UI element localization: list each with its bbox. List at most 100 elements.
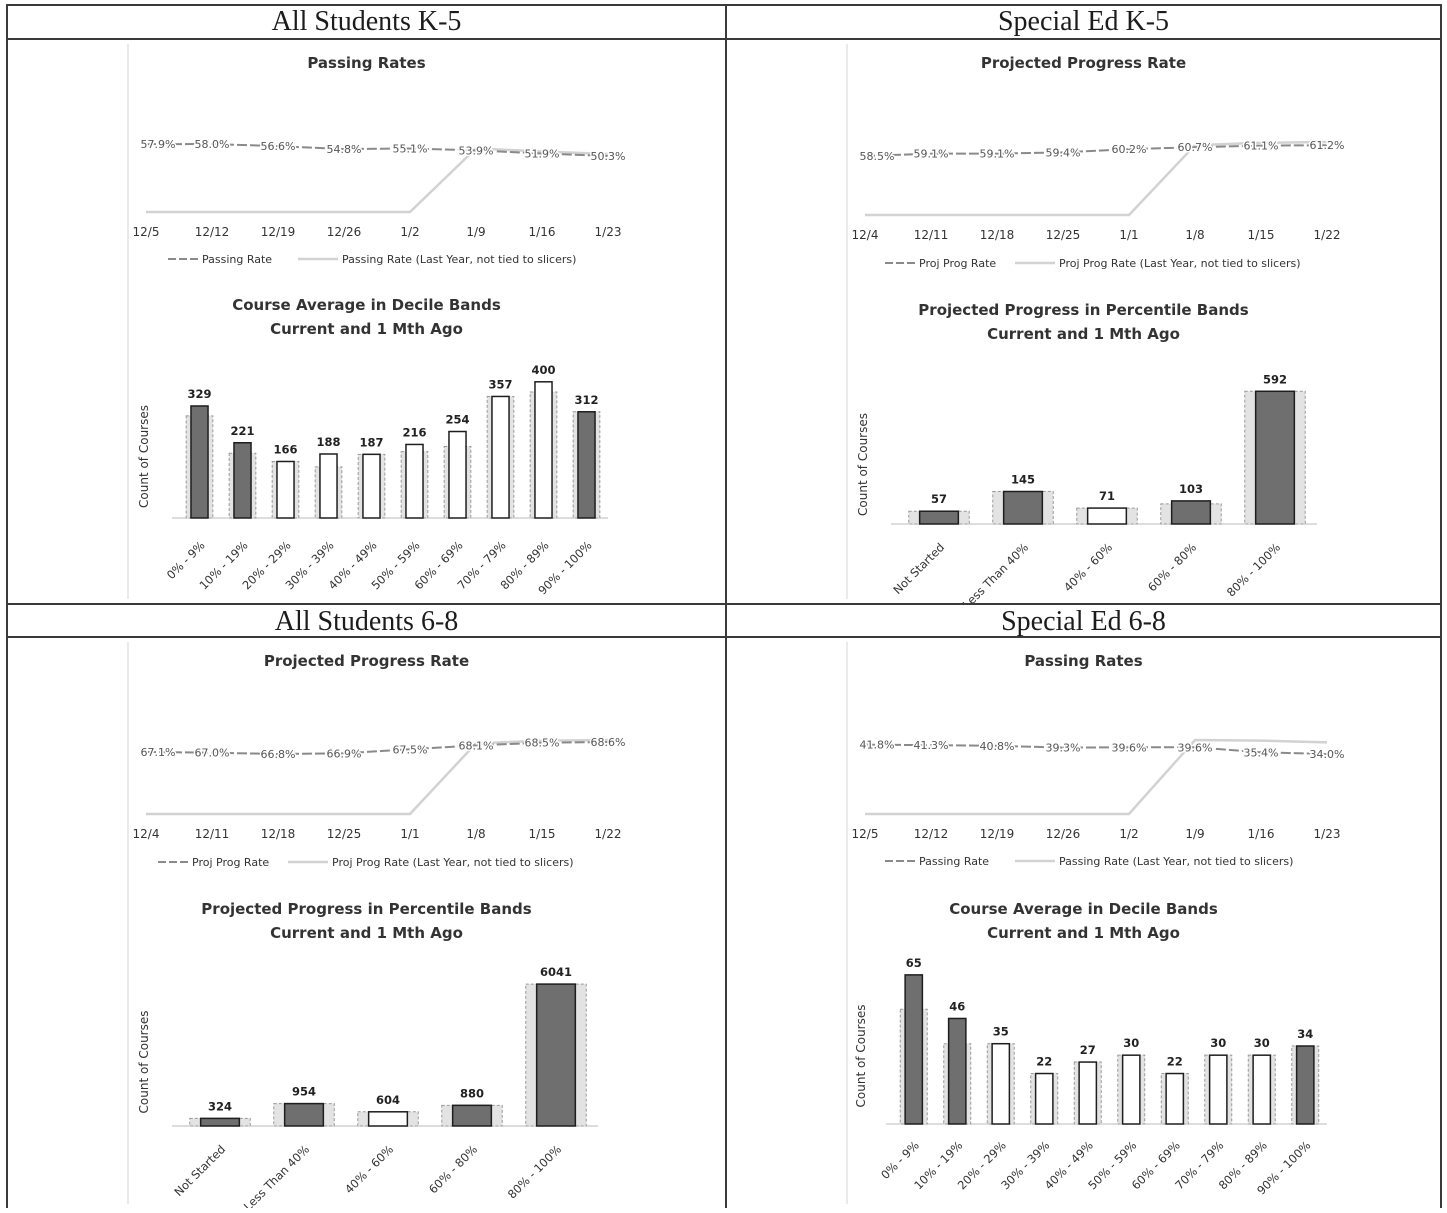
line-data-label: 39.3%: [1046, 742, 1081, 755]
bar-category-label: Less Than 40%: [241, 1142, 312, 1208]
x-tick-label: 1/22: [1314, 228, 1341, 242]
bar-data-label: 954: [292, 1085, 316, 1099]
bar-data-label: 329: [187, 387, 211, 401]
bar-data-label: 22: [1167, 1055, 1183, 1069]
bar-data-label: 30: [1254, 1036, 1270, 1050]
bar-category-label: Not Started: [890, 540, 947, 597]
quadrant-special-ed-k5: Projected Progress Rate 58.5% 59.1% 59.1% 59…: [727, 40, 1440, 611]
x-tick-label: 12/4: [852, 228, 879, 242]
bar-current: [1252, 1054, 1272, 1125]
x-tick-label: 1/1: [1119, 228, 1138, 242]
table-border-left: [6, 4, 8, 1208]
bar-current: [367, 1111, 409, 1127]
report-grid: All Students K-5 Special Ed K-5 All Stud…: [6, 4, 1442, 1213]
header-all-students-k5: All Students K-5: [271, 6, 462, 37]
bar-category-label: 60% - 80%: [426, 1142, 480, 1196]
x-tick-label: 1/8: [466, 827, 485, 841]
bar-data-label: 604: [376, 1093, 400, 1107]
bar-y-axis-label: Count of Courses: [137, 405, 151, 508]
bar-current: [1254, 390, 1296, 525]
bar-data-label: 103: [1179, 482, 1203, 496]
line-data-label: 56.6%: [261, 140, 296, 153]
x-tick-label: 1/9: [1185, 827, 1204, 841]
bar-chart-title-line2: Current and 1 Mth Ago: [270, 320, 463, 338]
x-tick-label: 1/8: [1185, 228, 1204, 242]
x-tick-label: 1/15: [529, 827, 556, 841]
line-data-label: 60.7%: [1178, 141, 1213, 154]
bar-data-label: 71: [1099, 489, 1115, 503]
line-data-label: 39.6%: [1112, 741, 1147, 754]
bar-current: [918, 510, 960, 525]
bar-data-label: 34: [1297, 1027, 1313, 1041]
bar-current: [448, 430, 467, 519]
bar-current: [190, 405, 209, 519]
line-chart-title: Projected Progress Rate: [981, 54, 1186, 72]
x-tick-label: 1/2: [1119, 827, 1138, 841]
x-tick-label: 1/23: [595, 225, 622, 239]
legend-label-current: Proj Prog Rate: [192, 856, 269, 869]
header-special-ed-k5: Special Ed K-5: [997, 6, 1170, 37]
x-tick-label: 1/23: [1314, 827, 1341, 841]
bar-category-label: 80% - 100%: [1224, 540, 1283, 599]
x-tick-label: 12/26: [327, 225, 362, 239]
x-tick-label: 1/15: [1248, 228, 1275, 242]
bar-data-label: 6041: [540, 965, 572, 979]
line-data-label: 68.6%: [591, 736, 626, 749]
bar-data-label: 65: [906, 956, 922, 970]
bar-chart-title-line1: Projected Progress in Percentile Bands: [201, 900, 531, 918]
x-tick-label: 1/9: [466, 225, 485, 239]
x-tick-label: 12/11: [195, 827, 230, 841]
table-border-top: [6, 4, 1442, 6]
x-tick-label: 1/22: [595, 827, 622, 841]
series-line-current: [145, 741, 609, 756]
table-border-header2: [6, 636, 1442, 638]
line-data-label: 67.0%: [195, 747, 230, 760]
bar-data-label: 324: [208, 1099, 232, 1113]
x-tick-label: 1/16: [1248, 827, 1275, 841]
x-tick-label: 12/4: [133, 827, 160, 841]
line-data-label: 68.5%: [525, 737, 560, 750]
bar-data-label: 22: [1036, 1055, 1052, 1069]
bar-data-label: 187: [359, 435, 383, 449]
bar-data-label: 254: [445, 413, 469, 427]
series-line-last-year: [146, 738, 609, 816]
bar-chart-title-line1: Course Average in Decile Bands: [949, 900, 1218, 918]
bar-current: [1165, 1072, 1185, 1125]
line-chart-title: Projected Progress Rate: [264, 652, 469, 670]
bar-current: [276, 460, 295, 519]
bar-current: [319, 453, 338, 519]
table-border-middle: [6, 603, 1442, 605]
line-data-label: 61.2%: [1310, 139, 1345, 152]
bar-data-label: 221: [230, 424, 254, 438]
bar-data-label: 35: [993, 1025, 1009, 1039]
bar-category-label: 60% - 80%: [1145, 540, 1199, 594]
charts-all-students-68: Projected Progress Rate 67.1% 67.0% 66.8% 66…: [127, 642, 627, 1213]
series-line-last-year: [865, 738, 1328, 816]
bar-data-label: 46: [949, 999, 965, 1013]
x-tick-label: 1/16: [529, 225, 556, 239]
bar-current: [199, 1117, 241, 1127]
bar-y-axis-label: Count of Courses: [137, 1011, 151, 1114]
bar-current: [1086, 507, 1128, 525]
line-data-label: 39.6%: [1178, 741, 1213, 754]
x-tick-label: 12/5: [852, 827, 879, 841]
series-line-last-year: [146, 147, 609, 214]
bar-chart-title-line2: Current and 1 Mth Ago: [987, 924, 1180, 942]
bar-data-label: 30: [1123, 1036, 1139, 1050]
bar-data-label: 145: [1011, 472, 1035, 486]
table-border-right: [1440, 4, 1442, 1208]
bar-current: [362, 453, 381, 519]
bar-current: [451, 1104, 493, 1127]
line-data-label: 60.2%: [1112, 143, 1147, 156]
legend-label-last-year: Passing Rate (Last Year, not tied to sli…: [1059, 855, 1293, 868]
bar-data-label: 312: [574, 393, 598, 407]
line-data-label: 61.1%: [1244, 140, 1279, 153]
x-tick-label: 12/5: [133, 225, 160, 239]
bar-current: [1295, 1045, 1315, 1125]
line-data-label: 59.1%: [980, 148, 1015, 161]
header-special-ed-68: Special Ed 6-8: [1001, 606, 1166, 637]
bar-current: [1121, 1054, 1141, 1125]
bar-data-label: 188: [316, 435, 340, 449]
line-data-label: 59.4%: [1046, 146, 1081, 159]
line-data-label: 51.9%: [525, 148, 560, 161]
